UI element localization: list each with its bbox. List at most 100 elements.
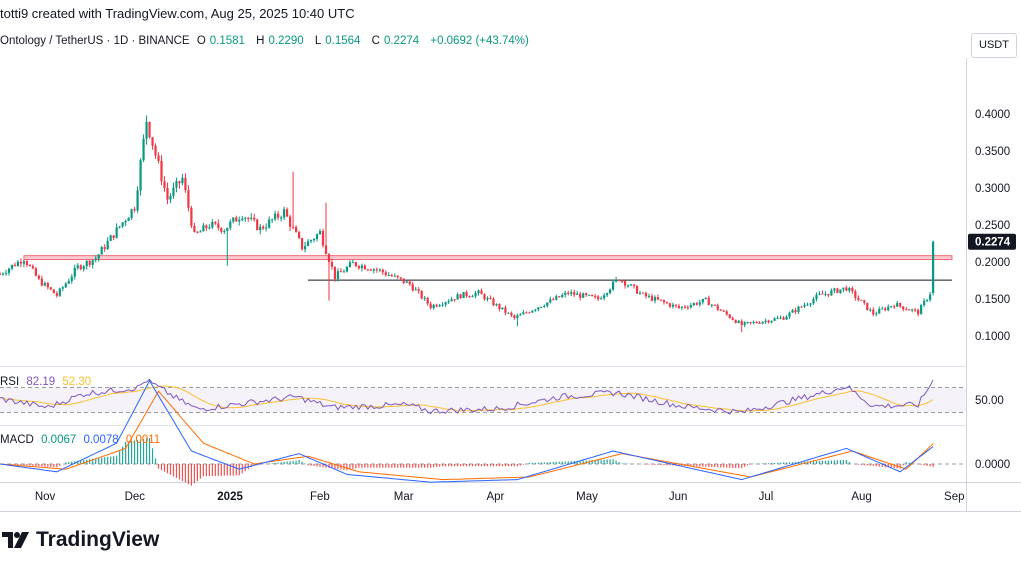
candle-body [564,292,567,295]
signal-value: 0.0078 [83,434,119,446]
candle-body [127,217,130,221]
candle-body [731,317,734,320]
candle-body [250,217,253,219]
candle-body [833,288,836,291]
candle-body [283,209,286,218]
candle-body [178,181,181,184]
candle-body [531,310,534,313]
candle-body [513,315,516,318]
candle-body [226,227,229,231]
candle-body [393,275,396,277]
candle-body [345,266,349,272]
rsi-value: 82.19 [26,376,56,388]
candle-body [495,304,498,306]
candle-body [7,268,11,273]
candle-body [890,306,893,308]
candle-body [175,181,178,188]
candle-body [722,310,725,312]
candle-body [43,283,46,286]
candle-body [827,293,830,296]
candle-body [600,298,603,300]
candle-body [94,258,97,261]
candle-body [13,264,17,267]
candle-body [707,297,710,306]
tradingview-logo[interactable]: TradingView [2,528,159,552]
candle-body [396,275,399,278]
time-tick-label: Sep [944,491,964,503]
candle-body [372,269,375,271]
candle-body [567,292,570,294]
candle-body [369,269,372,271]
candle-body [351,262,355,264]
candle-body [923,300,926,306]
candle-body [280,217,283,219]
candle-body [121,222,124,227]
currency-selector[interactable]: USDT [971,33,1017,58]
candle-body [929,294,932,300]
time-tick-label: Jul [759,491,774,503]
candle-body [294,227,298,233]
candle-body [271,219,274,221]
price-tick-label: 0.3500 [975,146,1010,158]
last-price-tag-label: 0.2274 [975,237,1011,249]
candle-body [22,261,26,264]
candle-body [462,292,465,299]
rsi-label: RSI [0,376,20,388]
candle-body [154,145,157,156]
candle-body [342,271,346,273]
candle-body [908,309,911,311]
candle-body [321,230,325,246]
candle-body [662,300,666,303]
candle-body [67,280,70,284]
candle-body [656,297,660,300]
candle-body [169,195,172,200]
candle-body [782,317,785,320]
candle-body [483,294,486,300]
candle-body [932,241,935,294]
candle-body [552,299,555,301]
candle-body [429,303,432,309]
candle-body [528,312,531,314]
candle-body [749,322,752,324]
candle-body [671,304,675,307]
time-tick-label: Mar [394,491,414,503]
candle-body [668,303,672,307]
candle-body [52,289,55,294]
symbol-name[interactable]: Ontology / TetherUS · 1D · BINANCE [0,35,190,47]
candle-body [767,320,770,323]
candle-body [181,177,184,184]
candle-body [695,303,698,305]
price-tick-label: 0.4000 [975,109,1010,121]
candle-body [423,297,426,299]
candle-body [866,302,869,311]
candle-body [713,304,716,306]
candle-body [480,290,483,295]
macd-legend[interactable]: MACD 0.0067 0.0078 0.0011 [0,434,160,446]
candle-body [148,121,151,138]
candle-body [259,226,262,231]
candle-body [417,289,420,292]
candle-body [58,288,61,296]
candle-body [716,305,719,310]
candle-body [474,293,477,297]
candle-body [118,226,121,228]
candle-body [4,272,8,274]
candle-body [441,304,444,306]
rsi-ma-value: 52.30 [62,376,92,388]
candle-body [199,231,202,233]
candle-body [899,303,902,307]
candle-body [902,306,905,310]
candle-body [327,254,331,263]
brand-name: TradingView [36,528,160,551]
candle-body [232,217,235,222]
price-tick-label: 0.1500 [975,294,1010,306]
candle-body [638,292,642,294]
candle-body [274,213,277,220]
candle-body [582,293,585,298]
rsi-legend[interactable]: RSI 82.19 52.30 [0,376,91,388]
candle-body [743,322,746,326]
candle-body [680,306,683,308]
candle-body [348,262,352,267]
candle-body [435,304,438,307]
